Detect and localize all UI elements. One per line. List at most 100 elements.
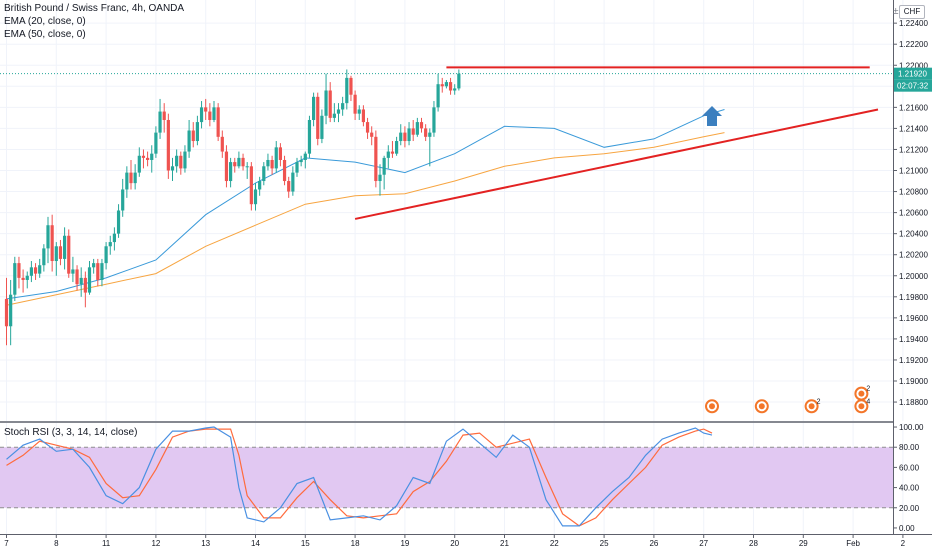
economic-event-icon[interactable] [754, 399, 769, 414]
events-layer[interactable]: 2 4 2 [705, 386, 870, 414]
candle[interactable] [13, 256, 17, 302]
candle[interactable] [287, 176, 291, 198]
candle[interactable] [96, 258, 100, 287]
candle[interactable] [282, 155, 287, 186]
candle[interactable] [361, 105, 365, 127]
candle[interactable] [187, 119, 191, 158]
candle[interactable] [316, 92, 320, 146]
economic-event-icon[interactable] [705, 399, 719, 414]
candle[interactable] [191, 122, 195, 148]
candle[interactable] [411, 119, 415, 142]
candle[interactable] [440, 77, 444, 93]
candle[interactable] [436, 73, 440, 112]
candle[interactable] [349, 75, 353, 102]
candle[interactable] [212, 101, 216, 123]
candle[interactable] [274, 141, 278, 173]
candle[interactable] [112, 227, 116, 251]
candle[interactable] [166, 113, 170, 179]
candle[interactable] [146, 151, 150, 167]
candle[interactable] [67, 229, 71, 278]
candle[interactable] [63, 227, 67, 270]
candle[interactable] [419, 117, 424, 133]
candle[interactable] [116, 204, 121, 238]
candle[interactable] [58, 239, 63, 266]
candle[interactable] [399, 124, 403, 146]
candle[interactable] [83, 271, 87, 308]
candle[interactable] [46, 216, 50, 264]
candle[interactable] [332, 103, 336, 123]
candle[interactable] [104, 242, 108, 270]
candle[interactable] [79, 267, 83, 297]
candle[interactable] [312, 92, 316, 127]
candle[interactable] [50, 214, 54, 272]
candle[interactable] [237, 151, 241, 169]
candle[interactable] [75, 265, 79, 291]
candle[interactable] [71, 256, 75, 283]
candle[interactable] [141, 149, 146, 169]
candle[interactable] [4, 277, 9, 346]
candle[interactable] [204, 98, 208, 120]
candle[interactable] [121, 178, 125, 217]
support-trendline[interactable] [354, 108, 879, 220]
candle[interactable] [428, 128, 432, 167]
candle[interactable] [25, 271, 29, 289]
candle[interactable] [270, 155, 274, 175]
candle[interactable] [33, 263, 38, 280]
scale-toggle-icon[interactable]: ± [893, 6, 899, 17]
candle[interactable] [137, 147, 141, 177]
candle[interactable] [183, 145, 187, 173]
candle[interactable] [444, 79, 448, 89]
candle[interactable] [299, 155, 303, 167]
chart-title[interactable]: British Pound / Swiss Franc, 4h, OANDA [4, 3, 185, 14]
candle[interactable] [17, 256, 21, 289]
candle[interactable] [303, 151, 307, 169]
candle[interactable] [179, 151, 183, 175]
candle[interactable] [195, 115, 199, 146]
trendlines-layer[interactable] [354, 66, 879, 220]
stoch-rsi-legend[interactable]: Stoch RSI (3, 3, 14, 14, close) [4, 427, 138, 438]
axis-labels[interactable]: 1.224001.222001.220001.218001.216001.214… [0, 19, 932, 548]
candle[interactable] [432, 101, 436, 137]
candle[interactable] [266, 153, 270, 171]
candle[interactable] [390, 141, 395, 158]
candle[interactable] [386, 145, 390, 169]
candle[interactable] [365, 117, 370, 139]
candle[interactable] [92, 258, 96, 274]
candle[interactable] [382, 155, 386, 190]
candle[interactable] [199, 101, 204, 129]
candle[interactable] [125, 166, 129, 198]
candle[interactable] [133, 164, 137, 190]
candle[interactable] [378, 164, 382, 196]
candle[interactable] [278, 143, 282, 167]
candle[interactable] [42, 244, 46, 272]
candle[interactable] [245, 162, 249, 179]
candle[interactable] [233, 157, 237, 173]
candle[interactable] [38, 258, 42, 278]
candle[interactable] [415, 117, 419, 137]
candle[interactable] [29, 261, 33, 283]
candle[interactable] [175, 149, 179, 173]
candle[interactable] [224, 145, 229, 188]
candle[interactable] [87, 261, 92, 295]
ema20-legend[interactable]: EMA (20, close, 0) [4, 16, 86, 27]
candle[interactable] [253, 183, 258, 211]
candle[interactable] [216, 103, 220, 142]
candle[interactable] [307, 115, 312, 158]
candle[interactable] [374, 130, 378, 188]
candle[interactable] [328, 82, 332, 123]
candle[interactable] [345, 69, 349, 110]
candle[interactable] [448, 77, 453, 95]
candle[interactable] [457, 69, 461, 91]
economic-event-icon[interactable]: 2 [854, 386, 870, 401]
candle[interactable] [291, 166, 295, 196]
candle[interactable] [424, 124, 428, 142]
candle[interactable] [108, 235, 112, 255]
candle[interactable] [229, 157, 233, 188]
candle[interactable] [336, 103, 341, 123]
candle[interactable] [54, 242, 58, 276]
candle[interactable] [249, 162, 253, 211]
candle[interactable] [353, 90, 357, 120]
candle[interactable] [357, 105, 361, 120]
candle[interactable] [395, 136, 399, 156]
